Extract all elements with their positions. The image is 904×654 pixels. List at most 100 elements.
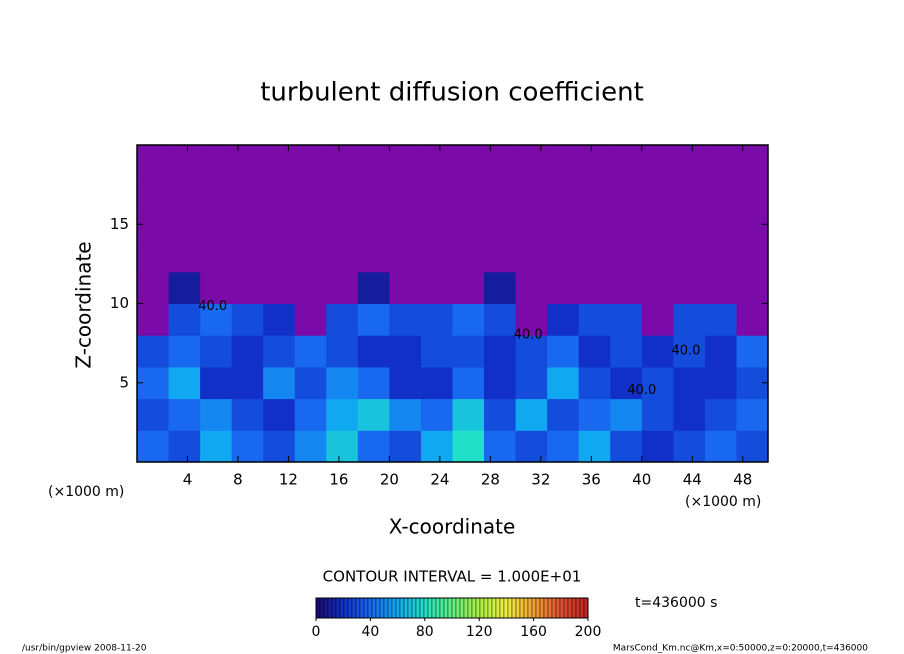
colorbar-cell — [335, 597, 341, 619]
heat-cell — [452, 208, 485, 241]
heat-cell — [294, 303, 327, 336]
heat-cell — [704, 176, 737, 209]
heat-cell — [326, 240, 359, 273]
chart-title: turbulent diffusion coefficient — [260, 78, 644, 108]
heat-cell — [578, 398, 611, 431]
y-tick-label: 10 — [110, 294, 129, 312]
heat-cell — [673, 398, 706, 431]
colorbar-frame — [315, 597, 589, 619]
heat-cell — [420, 240, 453, 273]
heat-cell — [641, 430, 674, 463]
heat-cell — [263, 335, 296, 368]
colorbar-cell — [535, 597, 541, 619]
x-tick-label: 36 — [582, 471, 601, 489]
colorbar-cell — [407, 597, 413, 619]
heat-cell — [704, 240, 737, 273]
heat-cell — [357, 176, 390, 209]
colorbar-cell — [495, 597, 501, 619]
heat-cell — [673, 176, 706, 209]
colorbar-cell — [503, 597, 509, 619]
colorbar-cell — [347, 597, 353, 619]
heat-cell — [673, 430, 706, 463]
colorbar-cell — [543, 597, 549, 619]
heat-cell — [168, 176, 201, 209]
heat-cell — [168, 208, 201, 241]
heat-cell — [389, 271, 422, 304]
colorbar-cell — [367, 597, 373, 619]
heat-cell — [484, 208, 517, 241]
heat-cell — [452, 176, 485, 209]
colorbar-cell — [351, 597, 357, 619]
colorbar-cell — [315, 597, 321, 619]
heat-cell — [231, 145, 264, 178]
heat-cell — [484, 303, 517, 336]
heat-cell — [137, 145, 170, 178]
heat-cell — [515, 430, 548, 463]
colorbar-tick-label: 200 — [575, 624, 602, 640]
heat-cell — [515, 176, 548, 209]
heat-cell — [137, 335, 170, 368]
heat-cell — [452, 398, 485, 431]
heat-cell — [610, 303, 643, 336]
heat-cell — [294, 271, 327, 304]
colorbar-cell — [451, 597, 457, 619]
heat-cell — [357, 303, 390, 336]
heat-cell — [610, 398, 643, 431]
colorbar-cell — [379, 597, 385, 619]
heat-cell — [547, 145, 580, 178]
colorbar-tick-label: 40 — [361, 624, 379, 640]
heat-cell — [389, 398, 422, 431]
heat-cell — [294, 398, 327, 431]
heat-cell — [137, 271, 170, 304]
colorbar-cell — [463, 597, 469, 619]
colorbar-cell — [527, 597, 533, 619]
heat-cell — [168, 335, 201, 368]
heat-cell — [200, 366, 233, 400]
heat-cell — [294, 335, 327, 368]
colorbar-cell — [551, 597, 557, 619]
heat-cell — [641, 176, 674, 209]
heat-cell — [452, 430, 485, 463]
heat-cell — [484, 366, 517, 400]
colorbar-cell — [511, 597, 517, 619]
heat-cell — [357, 145, 390, 178]
heat-cell — [294, 430, 327, 463]
heat-cell — [137, 430, 170, 463]
heat-cell — [673, 335, 706, 368]
x-tick-label: 8 — [233, 471, 243, 489]
heat-cell — [673, 366, 706, 400]
heat-cell — [515, 208, 548, 241]
heat-cell — [294, 176, 327, 209]
heat-cell — [736, 398, 769, 431]
heat-cell — [673, 208, 706, 241]
heat-cell — [736, 240, 769, 273]
colorbar-cell — [483, 597, 489, 619]
heat-cell — [357, 430, 390, 463]
colorbar-cell — [327, 597, 333, 619]
heat-cell — [294, 366, 327, 400]
heat-cell — [736, 335, 769, 368]
heat-cell — [704, 398, 737, 431]
colorbar-cell — [559, 597, 565, 619]
heat-cell — [326, 366, 359, 400]
heat-cell — [484, 145, 517, 178]
heat-cell — [231, 430, 264, 463]
heat-cell — [357, 366, 390, 400]
heat-cell — [420, 176, 453, 209]
heat-cell — [137, 240, 170, 273]
heat-cell — [357, 240, 390, 273]
heat-cell — [389, 176, 422, 209]
heat-cell — [452, 366, 485, 400]
x-tick-label: 20 — [380, 471, 399, 489]
heat-cell — [137, 176, 170, 209]
colorbar-cell — [575, 597, 581, 619]
heat-cell — [704, 366, 737, 400]
heat-cell — [263, 430, 296, 463]
heat-cell — [294, 145, 327, 178]
heat-cell — [263, 176, 296, 209]
x-tick-label: 24 — [430, 471, 449, 489]
colorbar-cell — [531, 597, 537, 619]
heat-cell — [263, 271, 296, 304]
heat-cell — [641, 145, 674, 178]
heat-cell — [704, 271, 737, 304]
